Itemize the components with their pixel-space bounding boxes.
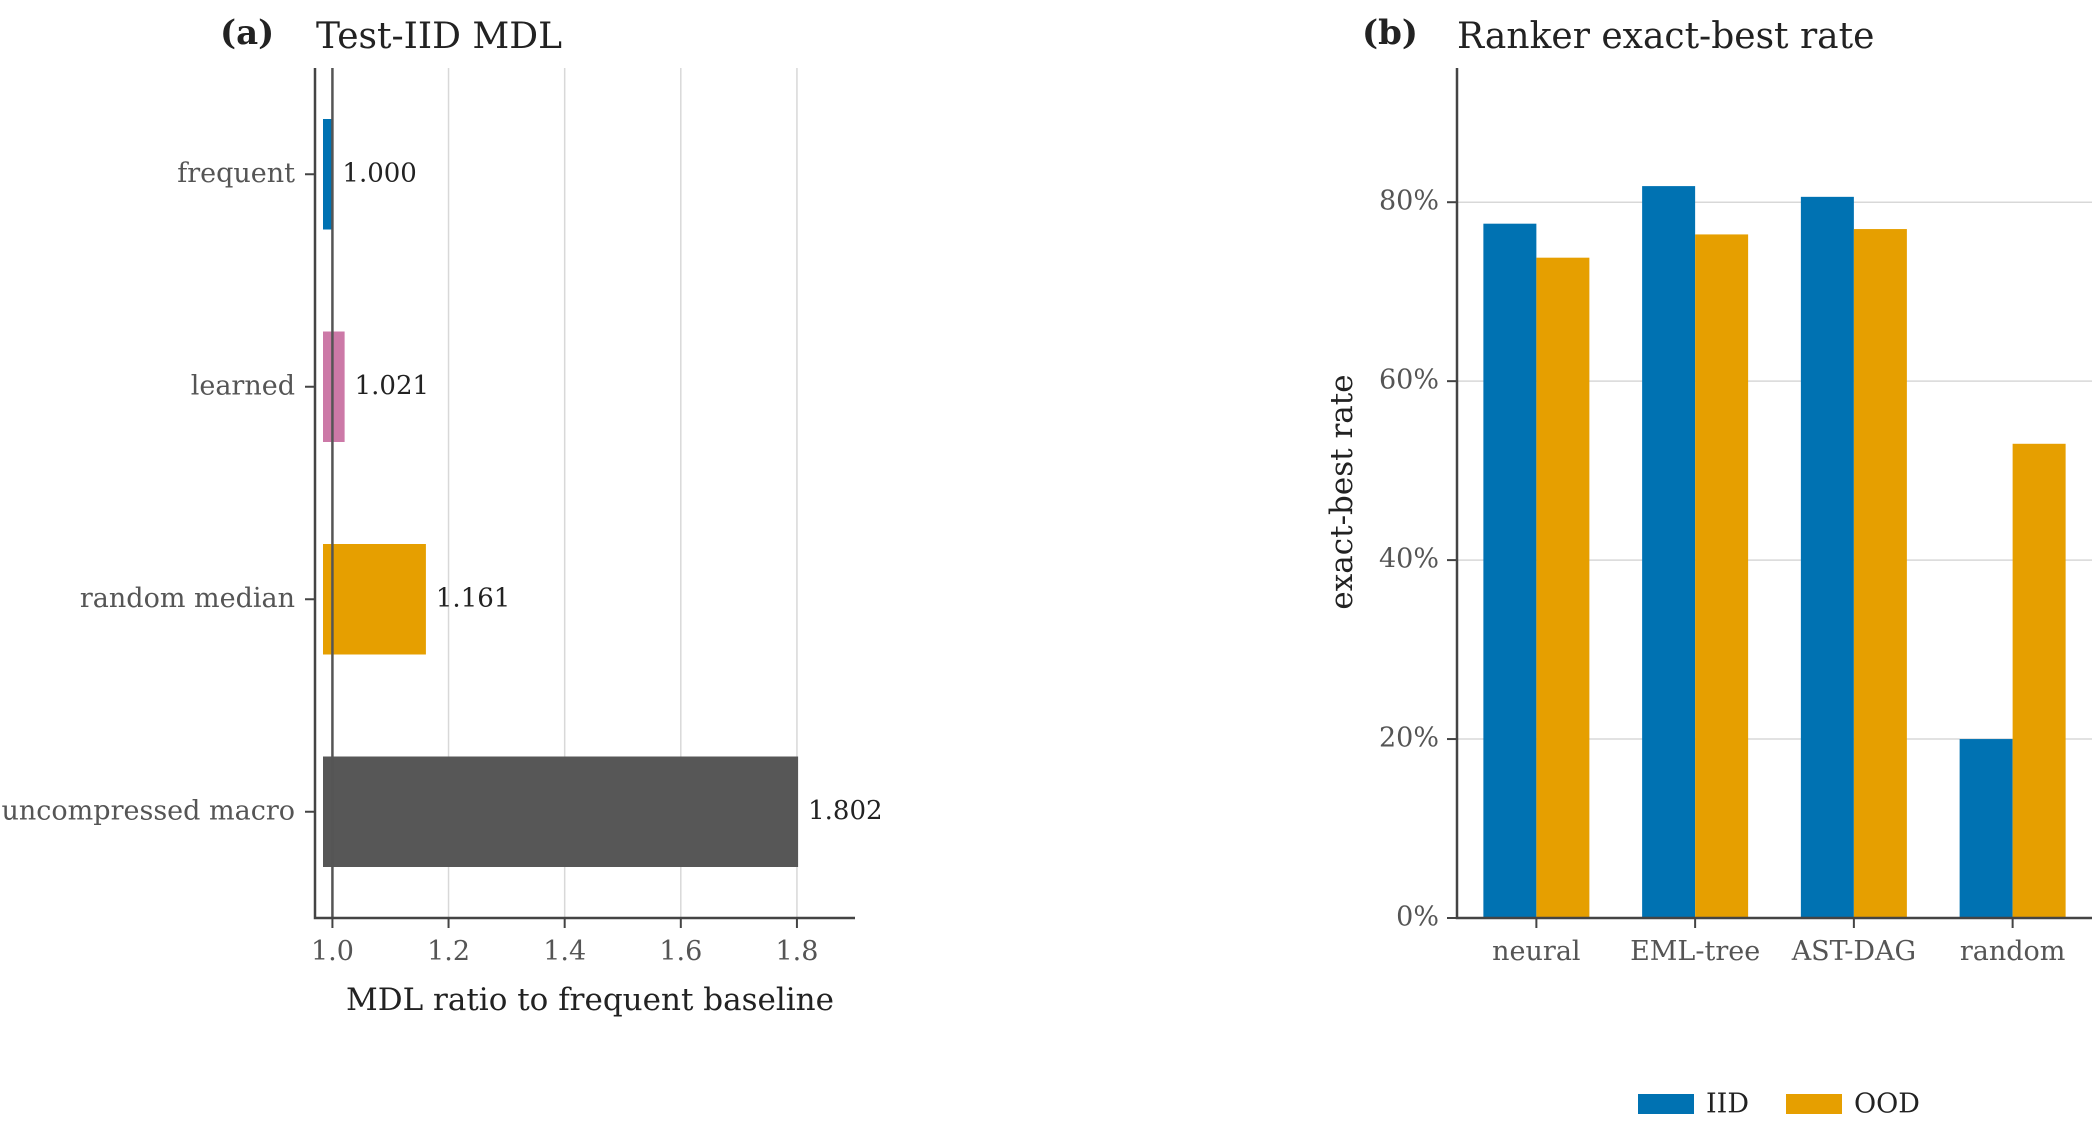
panel-a-spines [313, 68, 855, 920]
bar-eml-tree-ood [1695, 234, 1749, 919]
panel-b-spines [1455, 68, 2092, 920]
category-label-uncompressed-macro: uncompressed macro [2, 795, 295, 826]
panel-a-x-tick-label: 1.6 [659, 936, 702, 967]
panel-b-letter: (b) [1362, 13, 1418, 53]
panel-a-x-tick-label: 1.0 [311, 936, 354, 967]
panel-a-labels: 1.0 1.2 1.4 1.6 1.8 1.000 frequent 1.021 learned… [2, 158, 883, 967]
panel-b-legend: IID OOD [1638, 1089, 1920, 1120]
panel-a: 1.0 1.2 1.4 1.6 1.8 1.000 frequent 1.021 learned… [2, 13, 883, 1018]
bar-random-median [323, 544, 426, 655]
panel-a-x-tick-label: 1.2 [427, 936, 470, 967]
category-label-neural: neural [1492, 936, 1580, 967]
legend-label-ood: OOD [1854, 1089, 1920, 1120]
panel-b-axes [1447, 68, 2092, 928]
panel-b-y-tick-label: 40% [1379, 544, 1439, 575]
value-label-learned: 1.021 [355, 371, 429, 401]
panel-a-x-axis-label: MDL ratio to frequent baseline [346, 982, 834, 1018]
panel-b-y-tick-label: 0% [1396, 902, 1439, 933]
panel-b-title: Ranker exact-best rate [1457, 16, 1874, 57]
bar-eml-tree-iid [1642, 186, 1696, 918]
value-label-frequent: 1.000 [342, 158, 416, 188]
bar-ast-dag-iid [1800, 196, 1854, 918]
panel-b-y-axis-label: exact-best rate [1324, 374, 1360, 609]
panel-b-y-tick-label: 60% [1379, 365, 1439, 396]
category-label-frequent: frequent [177, 158, 295, 189]
legend-swatch-ood [1786, 1094, 1842, 1114]
panel-a-axes [305, 68, 855, 928]
category-label-random-median: random median [80, 583, 295, 614]
panel-b: 0% 20% 40% 60% 80% neural EML-tree AST-DAG rando… [1324, 13, 2092, 1120]
legend-label-iid: IID [1706, 1089, 1749, 1120]
category-label-eml-tree: EML-tree [1630, 936, 1760, 967]
panel-b-labels: 0% 20% 40% 60% 80% neural EML-tree AST-DAG rando… [1379, 186, 2065, 967]
bar-ast-dag-ood [1853, 229, 1907, 919]
bar-random-iid [1959, 739, 2013, 918]
panel-a-title: Test-IID MDL [316, 16, 562, 57]
value-label-uncompressed-macro: 1.802 [808, 796, 882, 826]
panel-a-bars [323, 119, 799, 867]
category-label-learned: learned [191, 370, 295, 401]
panel-b-y-tick-label: 20% [1379, 723, 1439, 754]
panel-a-x-tick-label: 1.8 [775, 936, 818, 967]
category-label-ast-dag: AST-DAG [1791, 936, 1916, 967]
panel-b-bars [1483, 186, 2066, 919]
panel-a-x-tick-label: 1.4 [543, 936, 586, 967]
bar-uncompressed-macro [323, 756, 799, 867]
value-label-random-median: 1.161 [436, 583, 510, 613]
bar-neural-ood [1536, 257, 1590, 918]
legend-swatch-iid [1638, 1094, 1694, 1114]
bar-learned [323, 331, 345, 442]
category-label-random: random [1960, 936, 2066, 967]
panel-a-letter: (a) [220, 13, 274, 53]
bar-random-ood [2012, 443, 2066, 918]
bar-frequent [323, 119, 333, 230]
bar-neural-iid [1483, 223, 1537, 918]
panel-b-y-tick-label: 80% [1379, 186, 1439, 217]
